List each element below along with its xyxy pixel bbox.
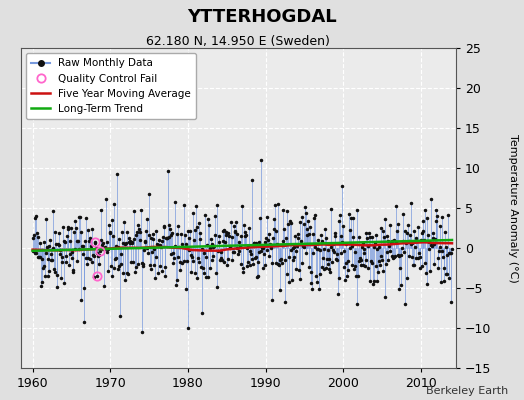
Text: YTTERHOGDAL: YTTERHOGDAL — [187, 8, 337, 26]
Title: 62.180 N, 14.950 E (Sweden): 62.180 N, 14.950 E (Sweden) — [147, 35, 330, 48]
Y-axis label: Temperature Anomaly (°C): Temperature Anomaly (°C) — [508, 134, 518, 282]
Text: Berkeley Earth: Berkeley Earth — [426, 386, 508, 396]
Legend: Raw Monthly Data, Quality Control Fail, Five Year Moving Average, Long-Term Tren: Raw Monthly Data, Quality Control Fail, … — [26, 53, 196, 119]
